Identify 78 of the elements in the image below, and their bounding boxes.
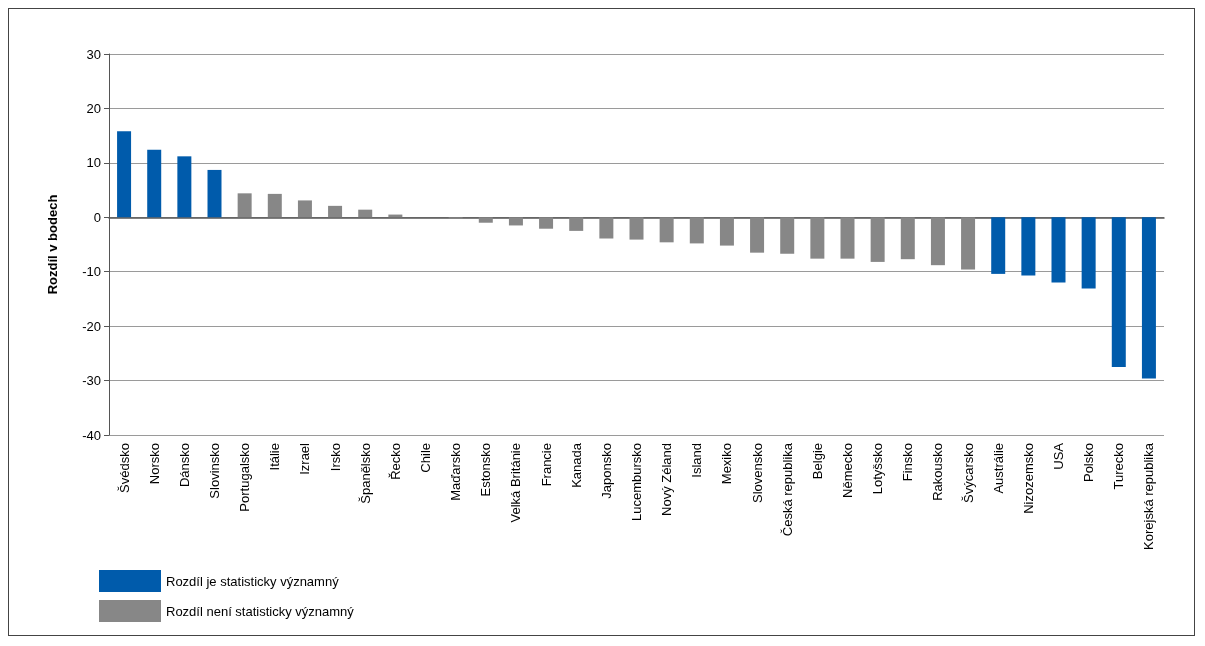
bar — [569, 217, 584, 231]
x-tick-label: Česká republika — [779, 442, 795, 537]
x-tick-label: Izrael — [297, 442, 313, 475]
x-tick-label: Chile — [418, 443, 433, 473]
x-tick-label: Finsko — [900, 443, 916, 482]
bar — [961, 217, 976, 270]
x-tick-label: Slovinsko — [207, 443, 222, 499]
bar — [358, 209, 373, 218]
bar — [689, 217, 704, 244]
bar — [780, 217, 795, 254]
y-tick-label: -20 — [82, 318, 101, 334]
x-tick-label: Švédsko — [116, 443, 132, 493]
x-tick-label: Korejská republika — [1141, 442, 1157, 550]
bar — [900, 217, 915, 260]
x-tick-label: USA — [1051, 442, 1066, 470]
legend-label: Rozdíl není statisticky významný — [166, 603, 355, 619]
y-axis-title: Rozdíl v bodech — [45, 194, 60, 295]
x-tick-label: Turecko — [1111, 443, 1127, 490]
y-tick-label: 30 — [86, 46, 101, 62]
y-tick-label: 20 — [86, 100, 101, 116]
x-tick-label: Maďarsko — [448, 443, 464, 501]
bar — [1141, 217, 1156, 379]
bar — [508, 217, 523, 226]
x-tick-label: Portugalsko — [237, 443, 253, 512]
x-tick-label: Francie — [538, 443, 554, 487]
bar — [750, 217, 765, 253]
x-tick-label: Nizozemsko — [1020, 443, 1036, 514]
x-tick-label: Řecko — [387, 443, 403, 480]
bar — [117, 131, 132, 218]
y-tick-label: 10 — [86, 155, 101, 171]
bar — [629, 217, 644, 240]
y-tick-label: -10 — [82, 264, 101, 280]
x-tick-label: Belgie — [809, 443, 825, 480]
y-tick-label: -30 — [82, 373, 101, 389]
x-tick-label: Austrálie — [990, 443, 1006, 494]
bar — [719, 217, 734, 246]
x-tick-label: Irsko — [327, 443, 343, 472]
bar — [930, 217, 945, 266]
y-tick-label: 0 — [93, 209, 101, 225]
bar — [297, 200, 312, 218]
bar — [840, 217, 855, 259]
x-tick-label: Island — [689, 443, 705, 478]
x-tick-label: Nový Zéland — [659, 443, 675, 516]
bar — [810, 217, 825, 259]
x-tick-label: Itálie — [267, 443, 283, 471]
x-tick-label: Polsko — [1081, 443, 1097, 483]
bar — [1111, 217, 1126, 367]
x-tick-label: Slovensko — [749, 443, 765, 503]
x-tick-label: Německo — [840, 443, 855, 498]
x-tick-label: Estonsko — [478, 443, 494, 497]
bar — [870, 217, 885, 262]
legend-label: Rozdíl je statisticky významný — [166, 573, 340, 589]
bar — [539, 217, 554, 229]
bar — [1081, 217, 1096, 289]
bar — [328, 205, 343, 218]
x-tick-label: Dánsko — [176, 443, 192, 488]
x-tick-label: Mexiko — [719, 443, 735, 485]
bar — [478, 217, 493, 223]
x-tick-label: Švýcarsko — [960, 443, 976, 503]
bar — [237, 193, 252, 218]
x-tick-label: Japonsko — [598, 443, 614, 499]
bar — [1021, 217, 1036, 276]
x-tick-label: Rakousko — [930, 443, 946, 501]
x-tick-label: Velká Británie — [508, 443, 524, 523]
bar — [659, 217, 674, 243]
bar — [599, 217, 614, 239]
x-tick-label: Lotyšsko — [870, 443, 886, 495]
x-tick-label: Lucembursko — [629, 443, 644, 522]
bar — [1051, 217, 1066, 283]
y-tick-label: -40 — [82, 427, 101, 443]
x-tick-label: Španělsko — [357, 443, 373, 504]
bar — [267, 193, 282, 218]
bar — [177, 156, 192, 218]
x-tick-label: Kanada — [568, 442, 584, 488]
bar — [991, 217, 1006, 274]
x-tick-label: Norsko — [146, 443, 162, 485]
bar — [207, 169, 222, 218]
bar — [147, 149, 162, 218]
